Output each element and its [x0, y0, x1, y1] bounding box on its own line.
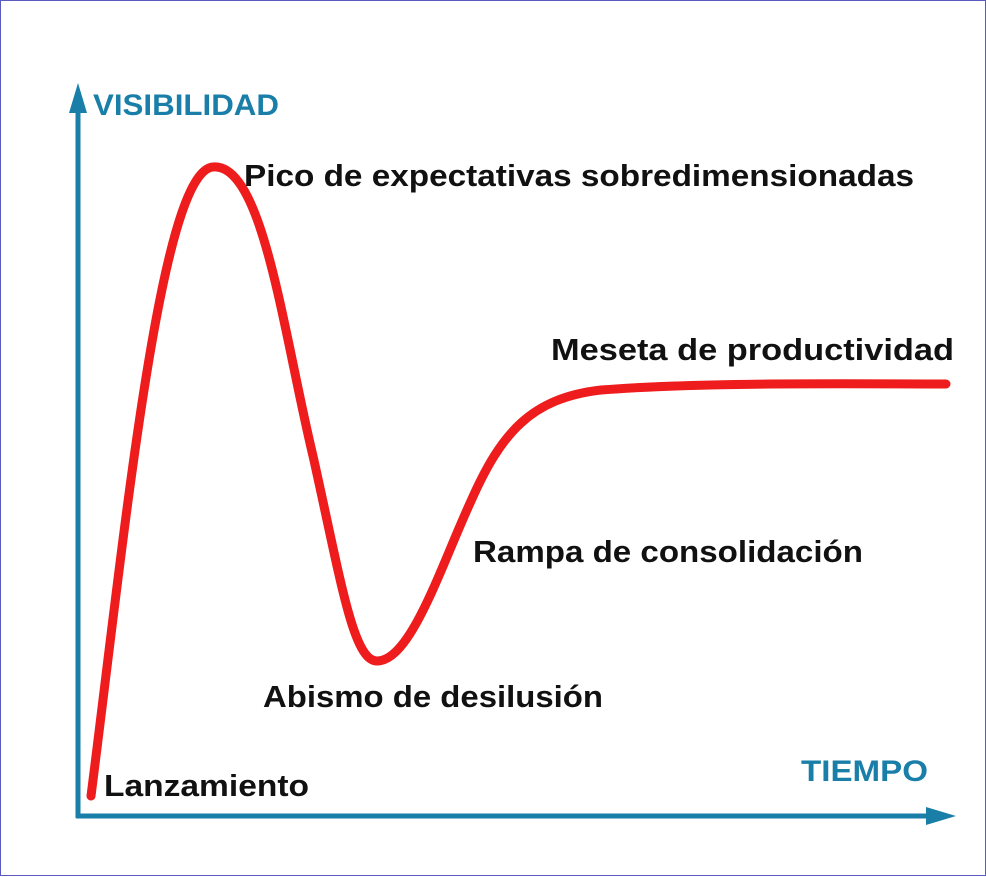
- axes: [69, 83, 956, 825]
- x-axis-label: TIEMPO: [801, 755, 928, 788]
- x-axis-arrow-icon: [926, 807, 956, 825]
- hype-curve: [86, 162, 951, 801]
- phase-label-trigger: Lanzamiento: [104, 768, 309, 803]
- phase-label-trough: Abismo de desilusión: [263, 679, 603, 714]
- phase-label-slope: Rampa de consolidación: [473, 534, 863, 569]
- y-axis-label: VISIBILIDAD: [93, 89, 279, 122]
- phase-label-plateau: Meseta de productividad: [551, 332, 954, 367]
- y-axis-arrow-icon: [69, 83, 87, 113]
- phase-label-peak: Pico de expectativas sobredimensionadas: [244, 158, 914, 193]
